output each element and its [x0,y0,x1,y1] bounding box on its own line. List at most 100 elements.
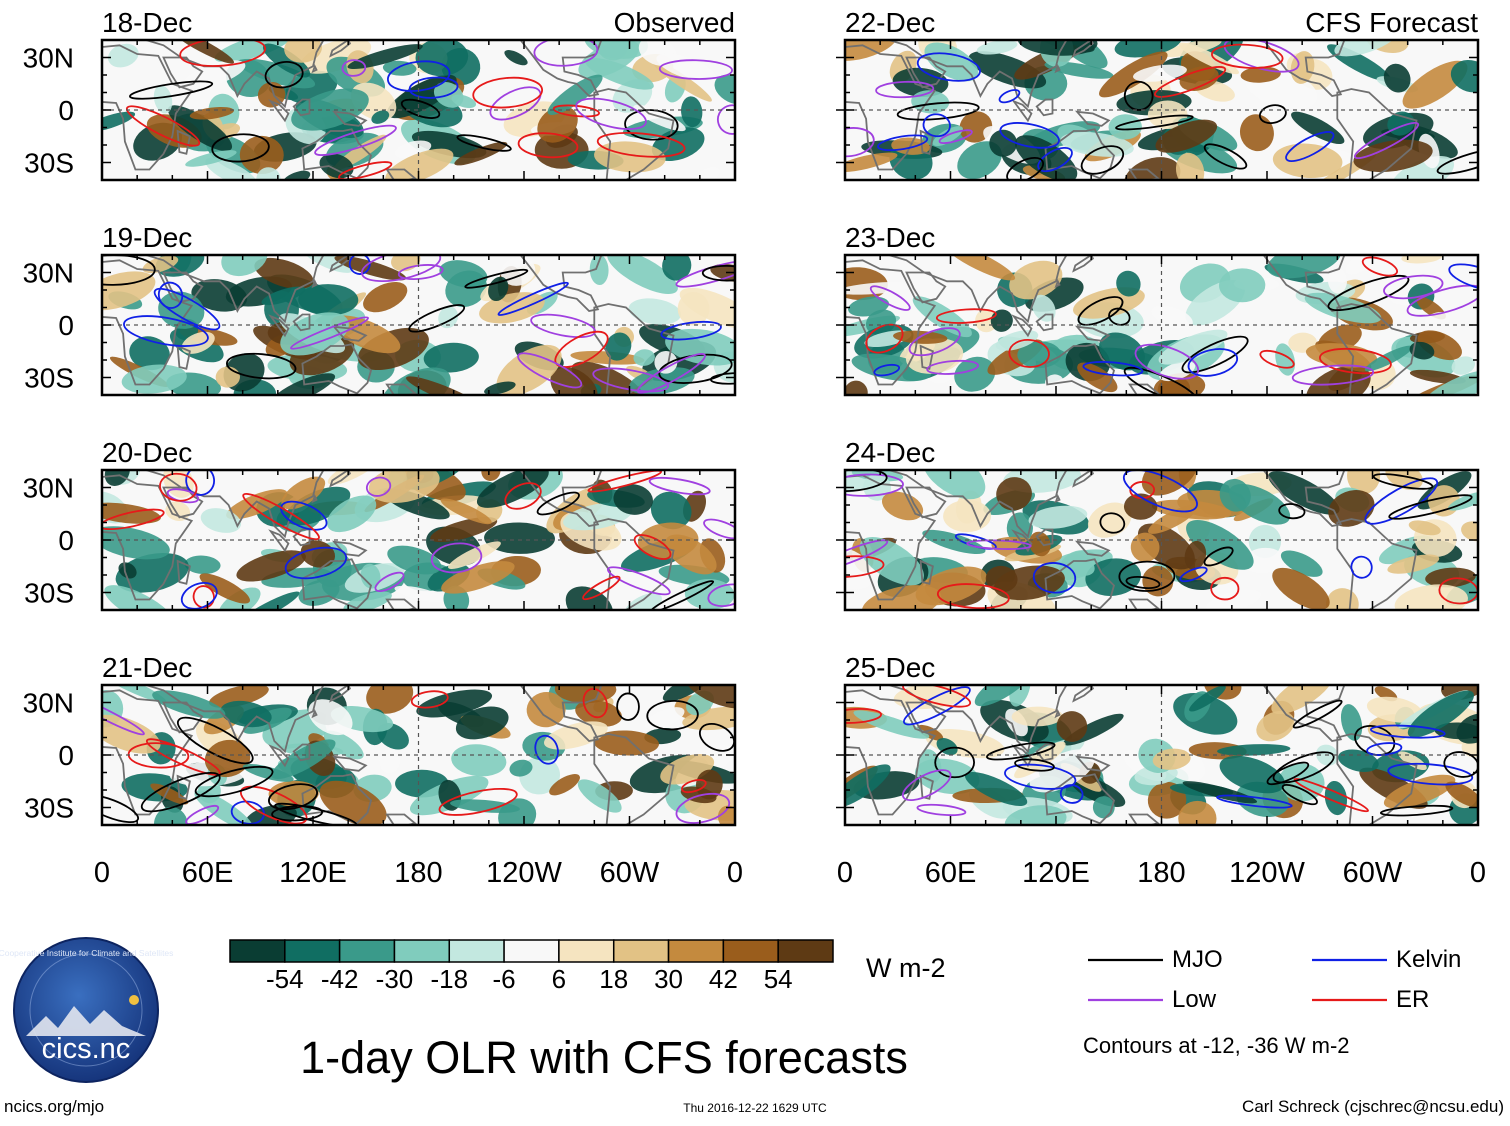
land-outline [1336,733,1418,825]
anomaly-cell [665,534,717,575]
land-outline [268,99,290,123]
author-credit: Carl Schreck (cjschrec@ncsu.edu) [1242,1097,1504,1116]
wave-contour [1291,364,1375,386]
panel-date-label: 21-Dec [102,652,192,683]
land-outline [102,255,384,324]
land-outline [1074,325,1111,342]
anomaly-cell [964,771,1028,807]
anomaly-cell [1217,744,1291,756]
colorbar-tick-label: -30 [376,964,414,994]
land-outline [311,708,318,719]
wave-contour [185,470,215,496]
land-outline [176,129,191,155]
anomaly-cell [1398,751,1427,771]
anomaly-cell [1242,547,1284,574]
legend-item-kelvin: Kelvin [1312,946,1461,973]
panel-map [845,685,1478,825]
wave-contour [646,700,699,731]
anomaly-cell [170,40,235,64]
land-outline [1044,558,1116,610]
x-tick-label: 60W [1343,857,1403,889]
anomaly-cell [1408,520,1441,536]
y-tick-label: 30S [24,148,74,179]
anomaly-cell [1451,356,1476,375]
anomaly-cell [589,255,609,286]
wave-contour [123,315,209,347]
wave-contour [341,59,367,77]
panel-19-dec: 19-Dec 30N 0 30S [23,222,737,397]
anomaly-cell [1116,270,1141,297]
anomaly-cell [585,58,654,90]
wave-contour [408,76,459,99]
y-tick-label: 30S [24,363,74,394]
anomaly-cell [184,555,221,575]
anomaly-cell [262,43,311,78]
wave-contour [1361,256,1398,277]
colorbar-swatch [229,939,286,963]
wave-contour [497,281,569,316]
colorbar-tick-label: 6 [552,964,566,994]
y-tick-label: 30N [23,43,74,74]
land-outline [593,88,675,180]
anomaly-cell [1178,800,1217,825]
anomaly-cell [153,85,173,114]
wave-contour [397,264,444,281]
land-outline [1262,40,1346,97]
anomaly-cell [268,780,319,807]
anomaly-cell [853,710,930,739]
anomaly-cell [298,284,359,316]
wave-contour [1122,470,1198,513]
colorbar-swatch [777,939,834,963]
colorbar-swatch [503,939,560,963]
anomaly-cell [271,373,336,395]
anomaly-cell [1256,710,1295,742]
land-outline [102,685,384,754]
wave-contour [211,133,270,163]
wave-contour [1004,763,1077,790]
website-link[interactable]: ncics.org/mjo [4,1097,104,1116]
anomaly-cell [1394,584,1468,610]
wave-contour [125,105,201,147]
wave-contour [896,101,980,121]
wave-contour [582,688,608,719]
sun-icon [129,995,139,1005]
wave-contour [901,769,952,802]
wave-contour [575,97,647,130]
anomaly-cell [922,470,986,500]
figure-title: 1-day OLR with CFS forecasts [300,1032,908,1083]
anomaly-cell [1178,42,1240,75]
anomaly-cell [662,255,692,281]
anomaly-cell [922,529,986,555]
colorbar-tick-label: 18 [599,964,628,994]
wave-contour [365,476,392,497]
anomaly-cell [1268,471,1340,515]
anomaly-cell [845,764,891,809]
anomaly-cell [214,40,292,63]
anomaly-cell [129,336,170,371]
panel-map [102,685,735,825]
wave-contour [1037,146,1073,173]
land-outline [329,685,352,703]
wave-contour [1099,512,1126,534]
anomaly-cell [1155,119,1218,153]
wave-contour [865,323,904,354]
wave-contour [242,492,320,541]
wave-contour [681,779,707,794]
anomaly-cell [441,561,515,594]
anomaly-cell [1123,493,1158,520]
wave-contour [153,287,221,331]
land-outline [1044,128,1116,180]
y-tick-label: 30S [24,578,74,609]
land-outline [102,689,194,816]
wave-contour [936,583,1010,610]
anomaly-cell [104,585,174,610]
anomaly-cell [208,685,269,708]
anomaly-cell [651,59,712,102]
anomaly-cell [220,700,272,728]
anomaly-cell [1114,40,1182,58]
anomaly-cell [607,255,678,294]
anomaly-cell [845,281,915,295]
wave-contour [1387,762,1474,786]
logo-ring-text: Cooperative Institute for Climate and Sa… [0,948,173,958]
colorbar-units: W m-2 [866,953,945,983]
